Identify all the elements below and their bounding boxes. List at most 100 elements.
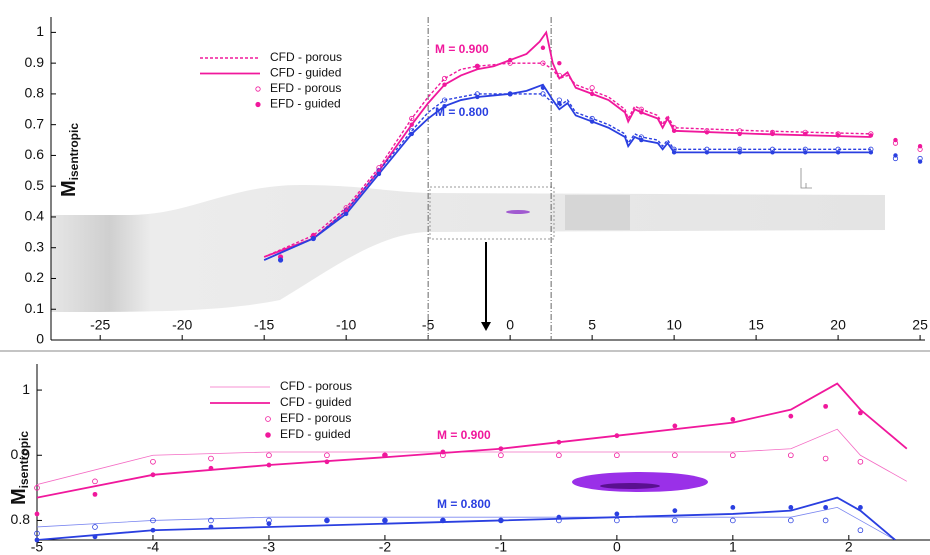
data-point	[730, 505, 736, 510]
data-point	[278, 257, 283, 263]
x-tick-label: -5	[422, 317, 435, 333]
data-point	[671, 128, 677, 134]
data-point	[556, 439, 562, 445]
y-tick-label: 0.6	[25, 146, 45, 162]
plot-area	[37, 382, 908, 540]
data-point	[92, 491, 98, 497]
x-tick-label: 15	[748, 317, 764, 333]
y-tick-label: 0.8	[25, 85, 45, 101]
data-point	[704, 150, 710, 155]
data-point	[324, 452, 330, 459]
data-point	[409, 115, 415, 122]
data-point	[498, 518, 504, 523]
data-point	[589, 119, 595, 124]
data-point	[442, 82, 447, 87]
data-point	[803, 131, 808, 137]
data-point	[788, 517, 794, 524]
data-point	[672, 452, 678, 459]
data-point	[150, 458, 156, 465]
data-point	[857, 527, 864, 534]
y-tick-label: 0.8	[11, 511, 31, 527]
data-point	[208, 517, 214, 524]
data-point	[639, 137, 644, 143]
data-point	[440, 518, 446, 523]
data-point	[92, 524, 98, 530]
data-point	[92, 534, 98, 540]
data-point	[556, 514, 562, 520]
data-line	[37, 428, 908, 485]
data-point	[409, 131, 414, 137]
data-point	[441, 97, 448, 103]
chart-panel: -5 -4 -3 -2 -1 0 1 2 0.8 0.9 1 Misentropic CFD - por…	[8, 364, 930, 555]
annotation: M = 0.800	[437, 497, 491, 511]
x-tick-label: -2	[379, 539, 392, 555]
x-tick-label: 25	[912, 317, 928, 333]
data-line	[37, 496, 896, 540]
data-point	[343, 211, 349, 217]
data-point	[737, 131, 742, 137]
legend-label: CFD - guided	[280, 395, 351, 409]
data-point	[589, 91, 595, 97]
data-point	[858, 505, 863, 510]
data-point	[672, 517, 678, 524]
data-point	[672, 508, 678, 514]
wing-shape	[572, 472, 708, 492]
y-label-main: M	[58, 180, 80, 197]
data-point	[266, 521, 272, 527]
legend-label: EFD - porous	[270, 81, 341, 95]
data-point	[671, 150, 677, 155]
data-point	[788, 505, 794, 510]
data-point	[266, 452, 272, 459]
data-point	[498, 446, 504, 452]
x-tick-label: -10	[336, 317, 356, 333]
data-point	[409, 122, 414, 127]
data-point	[788, 452, 794, 459]
data-point	[92, 478, 98, 485]
wing-shadow	[600, 483, 660, 489]
data-point	[540, 60, 546, 66]
y-tick-label: 0.5	[25, 177, 45, 193]
legend-swatch	[265, 416, 271, 422]
data-point	[803, 150, 808, 155]
data-line	[263, 30, 871, 258]
data-point	[917, 144, 923, 149]
data-point	[208, 455, 214, 462]
x-tick-label: -1	[495, 539, 508, 555]
y-tick-label: 0.9	[25, 54, 45, 70]
data-point	[589, 85, 595, 91]
data-point	[835, 150, 841, 155]
data-point	[822, 517, 829, 524]
data-point	[376, 168, 382, 174]
data-point	[614, 517, 620, 524]
legend-label: CFD - porous	[270, 50, 342, 64]
data-point	[672, 423, 678, 429]
model-section	[565, 195, 630, 230]
data-point	[540, 91, 546, 97]
data-point	[507, 91, 513, 97]
x-tick-label: 0	[613, 539, 621, 555]
data-point	[324, 518, 330, 523]
x-tick-label: -4	[147, 539, 160, 555]
data-point	[540, 85, 546, 90]
y-axis-label: Misentropic	[8, 431, 31, 505]
axes-icon	[800, 168, 812, 189]
y-tick-label: 0	[36, 331, 44, 347]
x-tick-label: 2	[845, 539, 853, 555]
data-point	[557, 60, 562, 66]
x-tick-label: 20	[830, 317, 846, 333]
data-point	[835, 133, 841, 138]
data-point	[917, 159, 923, 164]
x-tick-label: -15	[254, 317, 274, 333]
data-point	[208, 524, 214, 530]
data-point	[34, 537, 40, 543]
data-point	[150, 527, 156, 533]
data-point	[311, 236, 316, 241]
y-label-main: M	[8, 488, 30, 505]
data-point	[704, 130, 710, 135]
y-axis-label: Misentropic	[58, 123, 81, 197]
data-point	[382, 518, 388, 523]
legend-label: EFD - guided	[270, 97, 341, 111]
annotation: M = 0.800	[435, 105, 489, 119]
x-tick-label: -5	[31, 539, 44, 555]
y-tick-label: 1	[22, 381, 30, 397]
